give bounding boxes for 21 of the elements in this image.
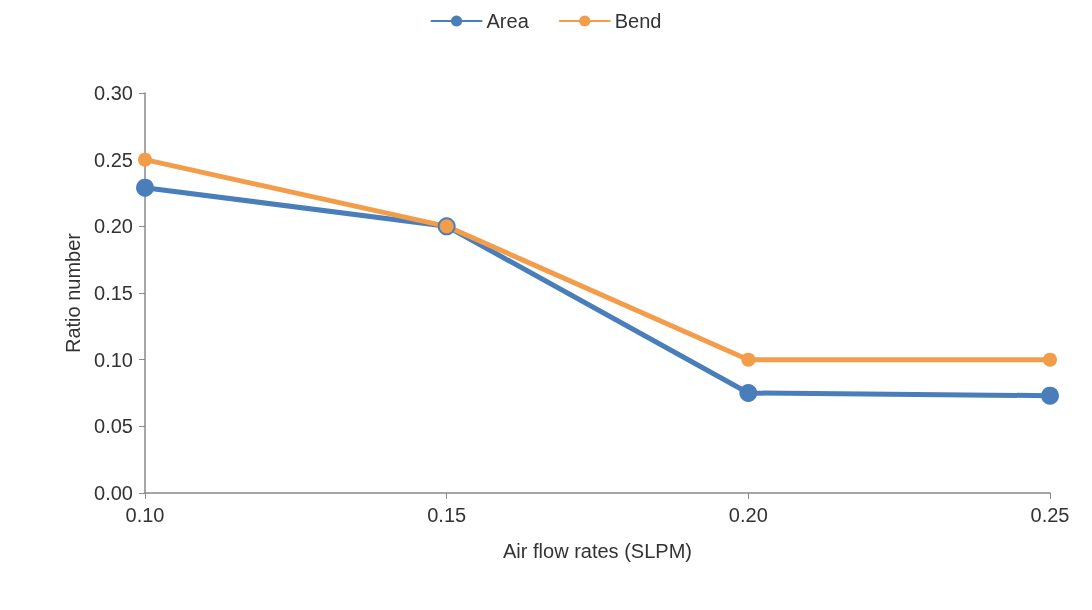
y-tick-label: 0.00 <box>94 482 133 504</box>
legend-label: Area <box>486 10 530 32</box>
point <box>1043 352 1057 367</box>
x-axis-title: Air flow rates (SLPM) <box>503 540 692 562</box>
point <box>138 152 152 167</box>
legend-label: Bend <box>614 10 662 32</box>
point <box>136 178 154 197</box>
x-tick-label: 0.25 <box>1030 504 1070 526</box>
x-tick-label: 0.10 <box>125 504 165 526</box>
y-tick-label: 0.10 <box>94 348 133 371</box>
y-tick-label: 0.05 <box>94 415 133 438</box>
point <box>739 384 758 402</box>
y-tick-label: 0.30 <box>94 82 133 104</box>
y-axis-title: Ratio number <box>62 232 85 354</box>
x-tick-label: 0.20 <box>728 504 768 526</box>
y-tick-label: 0.20 <box>94 215 133 238</box>
point <box>741 352 756 367</box>
y-tick-label: 0.25 <box>94 148 133 171</box>
y-tick-label: 0.15 <box>94 282 133 304</box>
point <box>1041 386 1059 405</box>
x-tick-label: 0.15 <box>427 504 467 526</box>
